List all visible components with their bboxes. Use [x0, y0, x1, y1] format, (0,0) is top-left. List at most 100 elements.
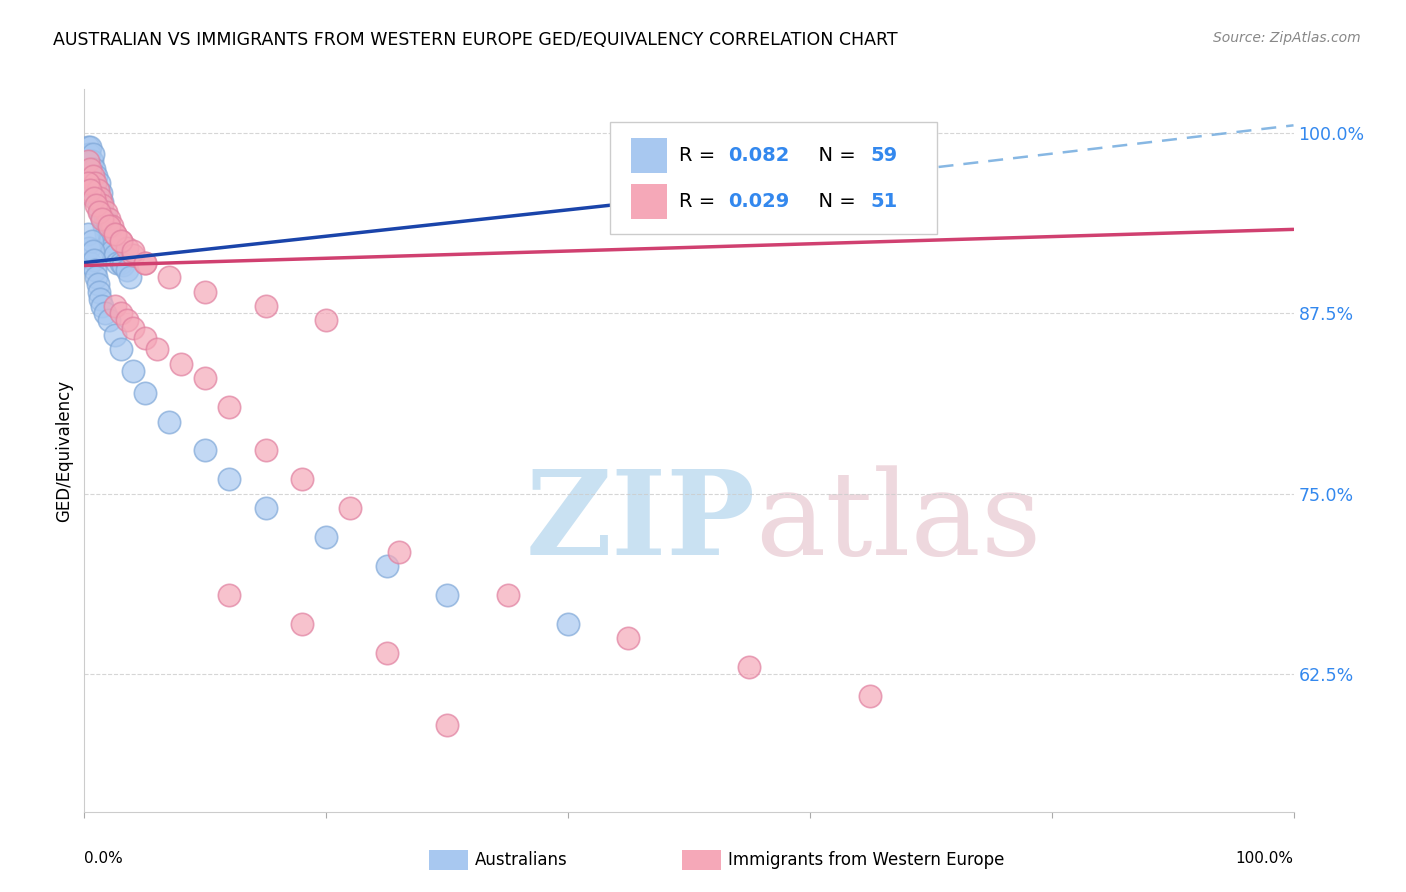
Point — [91, 212, 114, 227]
Point — [194, 443, 217, 458]
Point — [375, 559, 398, 574]
Point — [86, 198, 108, 212]
Point — [84, 176, 107, 190]
Point — [84, 176, 107, 190]
Point — [83, 161, 105, 176]
Point — [93, 219, 115, 234]
Text: ZIP: ZIP — [526, 466, 755, 580]
Point — [77, 140, 100, 154]
Point — [79, 161, 101, 176]
Text: Immigrants from Western Europe: Immigrants from Western Europe — [728, 851, 1005, 869]
Bar — [631, 138, 668, 173]
Point — [87, 285, 110, 299]
Text: R =: R = — [679, 192, 721, 211]
Point — [79, 140, 101, 154]
Text: 100.0%: 100.0% — [1236, 852, 1294, 866]
Point — [91, 299, 114, 313]
Point — [121, 364, 143, 378]
Point — [218, 472, 240, 486]
Point — [120, 270, 142, 285]
Point — [375, 646, 398, 660]
Point — [94, 227, 117, 241]
Point — [110, 306, 132, 320]
Y-axis label: GED/Equivalency: GED/Equivalency — [55, 379, 73, 522]
Point — [94, 306, 117, 320]
Point — [110, 234, 132, 248]
Text: 0.0%: 0.0% — [84, 852, 124, 866]
Point — [738, 660, 761, 674]
Text: Australians: Australians — [475, 851, 568, 869]
Point — [315, 530, 337, 544]
Point — [83, 252, 105, 267]
Point — [101, 219, 124, 234]
Point — [254, 299, 277, 313]
Text: R =: R = — [679, 146, 721, 165]
Point — [90, 186, 112, 201]
Point — [170, 357, 193, 371]
Point — [254, 501, 277, 516]
Point — [87, 198, 110, 212]
Text: atlas: atlas — [755, 466, 1042, 580]
Point — [194, 285, 217, 299]
Point — [557, 616, 579, 631]
Point — [82, 147, 104, 161]
Bar — [631, 184, 668, 219]
Point — [291, 472, 314, 486]
Text: AUSTRALIAN VS IMMIGRANTS FROM WESTERN EUROPE GED/EQUIVALENCY CORRELATION CHART: AUSTRALIAN VS IMMIGRANTS FROM WESTERN EU… — [53, 31, 898, 49]
Point — [254, 443, 277, 458]
Point — [86, 277, 108, 292]
Point — [86, 270, 108, 285]
Point — [77, 154, 100, 169]
Text: 0.082: 0.082 — [728, 146, 789, 165]
Point — [218, 400, 240, 414]
Point — [134, 255, 156, 269]
Point — [121, 248, 143, 262]
Point — [82, 169, 104, 183]
Point — [617, 632, 640, 646]
Point — [98, 234, 121, 248]
Point — [79, 255, 101, 269]
FancyBboxPatch shape — [610, 121, 936, 234]
Point — [104, 327, 127, 342]
Point — [79, 183, 101, 197]
Text: 51: 51 — [870, 192, 897, 211]
Point — [97, 212, 120, 227]
Point — [97, 313, 120, 327]
Point — [77, 241, 100, 255]
Point — [86, 169, 108, 183]
Point — [110, 343, 132, 357]
Point — [87, 176, 110, 190]
Point — [157, 270, 180, 285]
Point — [218, 588, 240, 602]
Point — [89, 205, 111, 219]
Point — [86, 183, 108, 197]
Point — [104, 227, 127, 241]
Point — [80, 234, 103, 248]
Point — [91, 212, 114, 227]
Point — [86, 183, 108, 197]
Point — [157, 415, 180, 429]
Point — [96, 215, 118, 229]
Point — [315, 313, 337, 327]
Point — [91, 198, 114, 212]
Point — [80, 154, 103, 169]
Point — [94, 210, 117, 224]
Point — [194, 371, 217, 385]
Point — [105, 255, 128, 269]
Text: 59: 59 — [870, 146, 897, 165]
Text: Source: ZipAtlas.com: Source: ZipAtlas.com — [1213, 31, 1361, 45]
Point — [94, 205, 117, 219]
Point — [110, 234, 132, 248]
Point — [134, 255, 156, 269]
Point — [496, 588, 519, 602]
Point — [100, 241, 122, 255]
Point — [77, 176, 100, 190]
Point — [83, 183, 105, 197]
Point — [101, 244, 124, 258]
Point — [110, 255, 132, 269]
Point — [121, 320, 143, 334]
Point — [388, 544, 411, 558]
Point — [89, 292, 111, 306]
Point — [339, 501, 361, 516]
Point — [104, 299, 127, 313]
